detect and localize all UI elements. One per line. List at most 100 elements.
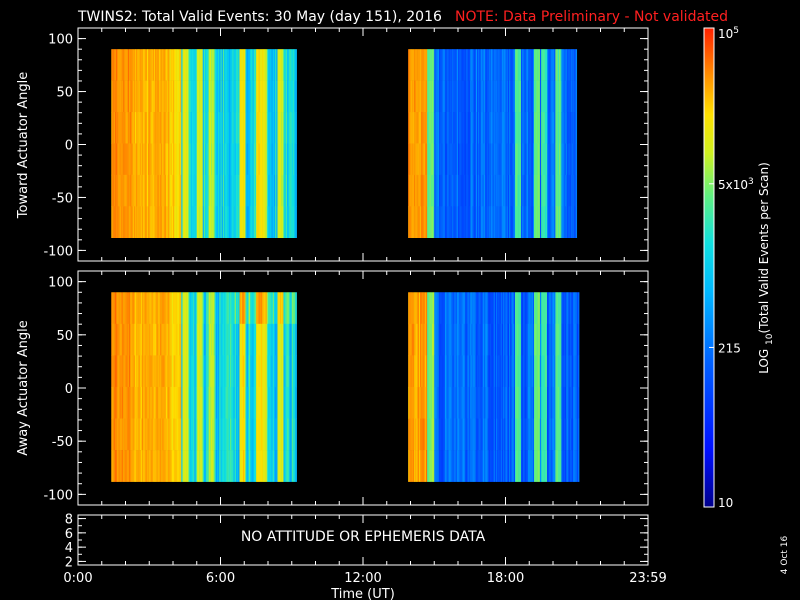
heatmap-cell <box>493 143 496 176</box>
heatmap-cell <box>523 112 525 144</box>
heatmap-cell <box>144 174 146 207</box>
heatmap-cell <box>505 143 507 176</box>
heatmap-cell <box>422 386 424 419</box>
heatmap-cell <box>246 386 249 419</box>
heatmap-cell <box>256 49 258 81</box>
heatmap-cell <box>525 112 528 144</box>
heatmap-cell <box>136 49 138 81</box>
heatmap-cell <box>152 323 155 356</box>
heatmap-cell <box>180 418 182 451</box>
heatmap-cell <box>130 355 132 388</box>
heatmap-cell <box>225 49 227 81</box>
heatmap-cell <box>494 143 497 176</box>
heatmap-cell <box>490 418 492 451</box>
heatmap-cell <box>258 292 260 325</box>
heatmap-cell <box>150 112 152 144</box>
heatmap-cell <box>435 323 437 356</box>
heatmap-cell <box>494 80 497 113</box>
heatmap-cell <box>424 49 427 81</box>
heatmap-cell <box>519 450 522 482</box>
heatmap-cell <box>146 386 149 419</box>
heatmap-cell <box>225 450 227 482</box>
heatmap-cell <box>129 80 131 113</box>
heatmap-cell <box>523 450 525 482</box>
heatmap-cell <box>182 450 184 482</box>
heatmap-cell <box>202 174 205 207</box>
heatmap-cell <box>233 450 236 482</box>
heatmap-cell <box>130 143 132 176</box>
heatmap-cell <box>193 49 195 81</box>
heatmap-cell <box>257 112 259 144</box>
heatmap-cell <box>155 206 157 238</box>
heatmap-cell <box>148 80 150 113</box>
heatmap-cell <box>506 418 509 451</box>
heatmap-cell <box>118 174 120 207</box>
heatmap-cell <box>561 174 563 207</box>
heatmap-cell <box>412 80 415 113</box>
colorbar-tick-label: 10 <box>718 496 733 510</box>
heatmap-cell <box>192 355 194 388</box>
heatmap-cell <box>520 418 523 451</box>
heatmap-cell <box>443 292 446 325</box>
heatmap-cell <box>458 450 460 482</box>
heatmap-cell <box>212 323 214 356</box>
heatmap-cell <box>415 80 417 113</box>
heatmap-cell <box>285 112 288 144</box>
heatmap-cell <box>202 292 205 325</box>
heatmap-cell <box>258 143 260 176</box>
heatmap-cell <box>270 174 272 207</box>
heatmap-cell <box>461 355 464 388</box>
heatmap-cell <box>447 292 449 325</box>
heatmap-cell <box>465 112 467 144</box>
heatmap-cell <box>127 323 130 356</box>
heatmap-cell <box>524 450 526 482</box>
heatmap-cell <box>253 386 256 419</box>
heatmap-cell <box>182 323 184 356</box>
heatmap-cell <box>203 112 206 144</box>
heatmap-cell <box>249 355 251 388</box>
heatmap-cell <box>165 174 168 207</box>
heatmap-cell <box>144 206 146 238</box>
heatmap-cell <box>130 292 132 325</box>
heatmap-cell <box>130 418 132 451</box>
heatmap-cell <box>510 355 512 388</box>
heatmap-cell <box>471 174 473 207</box>
heatmap-cell <box>151 323 154 356</box>
heatmap-cell <box>177 323 180 356</box>
heatmap-cell <box>529 80 531 113</box>
heatmap-cell <box>475 174 478 207</box>
heatmap-cell <box>423 418 426 451</box>
heatmap-cell <box>501 386 504 419</box>
heatmap-cell <box>504 80 506 113</box>
heatmap-cell <box>186 206 188 238</box>
heatmap-cell <box>129 143 131 176</box>
heatmap-cell <box>257 418 259 451</box>
x-tick-label: 6:00 <box>206 571 235 586</box>
heatmap-cell <box>233 112 236 144</box>
heatmap-cell <box>262 292 264 325</box>
heatmap-cell <box>539 49 542 81</box>
heatmap-cell <box>126 112 129 144</box>
heatmap-cell <box>144 143 146 176</box>
heatmap-cell <box>411 206 414 238</box>
heatmap-cell <box>284 355 287 388</box>
heatmap-cell <box>269 450 271 482</box>
heatmap-cell <box>504 292 506 325</box>
heatmap-cell <box>164 386 167 419</box>
heatmap-cell <box>422 450 424 482</box>
heatmap-cell <box>181 418 183 451</box>
heatmap-cell <box>461 80 464 113</box>
heatmap-cell <box>266 386 269 419</box>
heatmap-cell <box>269 292 271 325</box>
heatmap-cell <box>437 418 440 451</box>
heatmap-cell <box>279 174 282 207</box>
heatmap-cell <box>456 450 459 482</box>
heatmap-cell <box>231 323 233 356</box>
heatmap-cell <box>195 450 198 482</box>
heatmap-cell <box>171 355 174 388</box>
heatmap-cell <box>178 80 181 113</box>
heatmap-cell <box>523 143 525 176</box>
heatmap-cell <box>541 355 543 388</box>
heatmap-cell <box>260 143 263 176</box>
heatmap-cell <box>254 143 257 176</box>
